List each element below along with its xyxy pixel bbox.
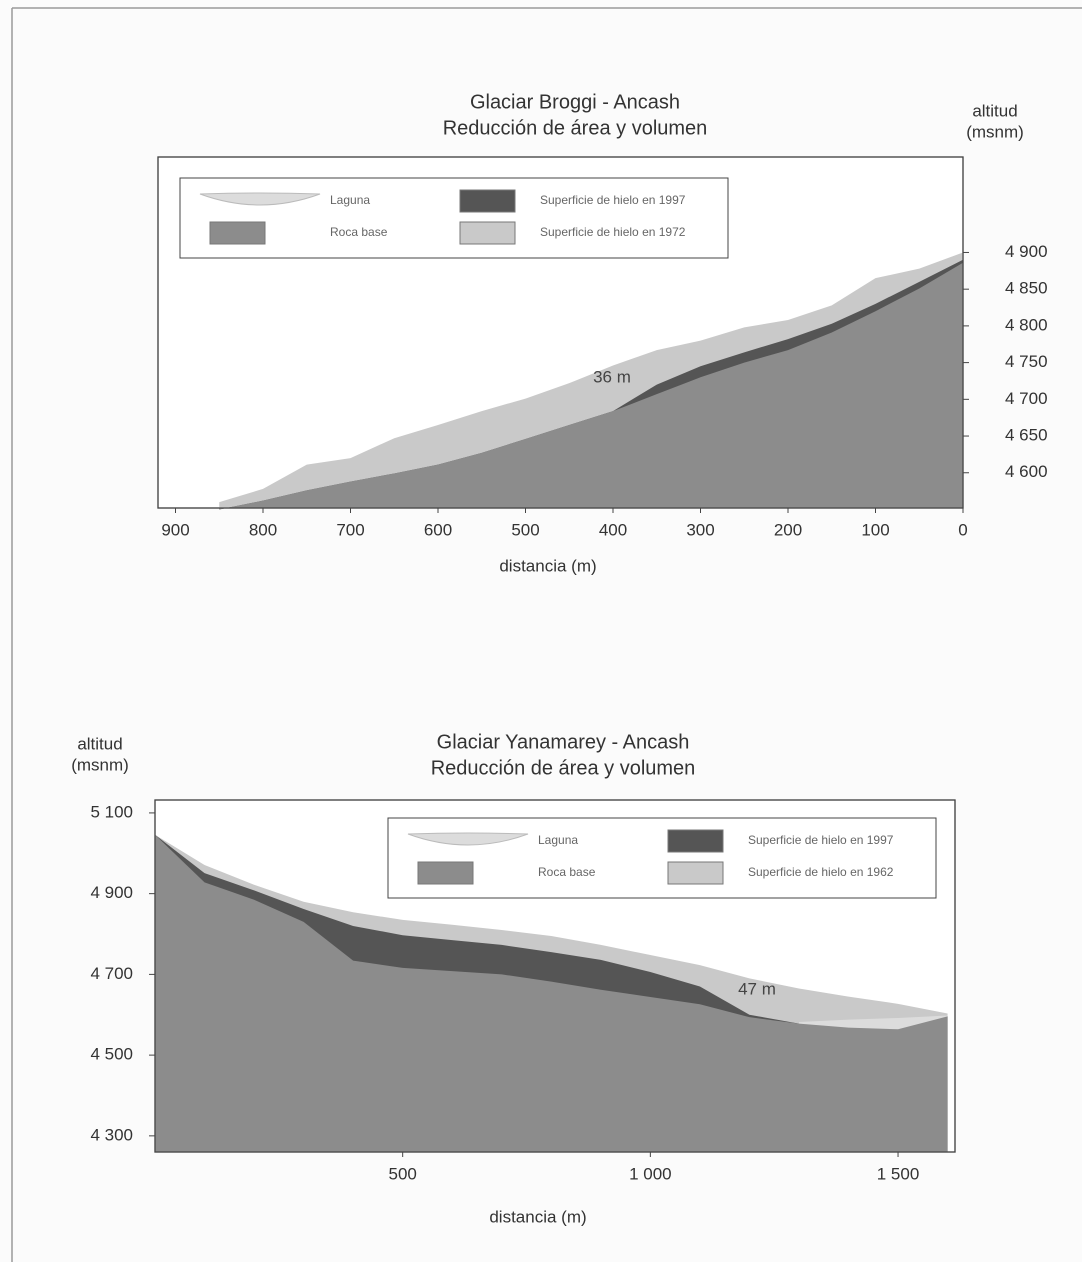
y-tick-label: 4 700 [1005, 389, 1048, 408]
legend-box [388, 818, 936, 898]
x-tick-label: 0 [958, 520, 967, 539]
legend-swatch [668, 862, 723, 884]
legend-label: Superficie de hielo en 1997 [748, 833, 894, 847]
legend-label: Superficie de hielo en 1997 [540, 193, 686, 207]
chart-title: Glaciar Broggi - Ancash [470, 91, 680, 113]
y-tick-label: 4 700 [90, 964, 133, 983]
page: Glaciar Broggi - Ancash Reducción de área… [0, 0, 1082, 1262]
chart-title: Glaciar Yanamarey - Ancash [437, 731, 690, 753]
legend-box [180, 178, 728, 258]
y-axis-label: altitud [972, 101, 1017, 120]
y-tick-label: 4 600 [1005, 462, 1048, 481]
y-tick-label: 4 900 [90, 883, 133, 902]
y-tick-label: 4 650 [1005, 426, 1048, 445]
legend-swatch [668, 830, 723, 852]
x-axis-label: distancia (m) [499, 556, 596, 575]
x-tick-label: 500 [511, 520, 539, 539]
legend-swatch [460, 222, 515, 244]
legend-label: Superficie de hielo en 1972 [540, 225, 686, 239]
y-axis-label: altitud [77, 734, 122, 753]
x-tick-label: 1 500 [877, 1164, 920, 1183]
x-tick-label: 500 [388, 1164, 416, 1183]
y-tick-label: 4 800 [1005, 315, 1048, 334]
x-tick-label: 400 [599, 520, 627, 539]
y-tick-label: 4 900 [1005, 242, 1048, 261]
legend-label: Roca base [538, 865, 596, 879]
legend-swatch [418, 862, 473, 884]
legend-label: Laguna [538, 833, 578, 847]
x-tick-label: 200 [774, 520, 802, 539]
y-axis-label: (msnm) [966, 122, 1024, 141]
chart-subtitle: Reducción de área y volumen [443, 117, 708, 139]
x-tick-label: 300 [686, 520, 714, 539]
x-tick-label: 800 [249, 520, 277, 539]
x-tick-label: 600 [424, 520, 452, 539]
x-tick-label: 100 [861, 520, 889, 539]
x-axis-label: distancia (m) [489, 1207, 586, 1226]
y-tick-label: 4 850 [1005, 279, 1048, 298]
legend-label: Superficie de hielo en 1962 [748, 865, 894, 879]
legend-swatch [210, 222, 265, 244]
x-tick-label: 700 [336, 520, 364, 539]
annotation: 47 m [738, 979, 776, 998]
legend-swatch [460, 190, 515, 212]
annotation: 36 m [593, 367, 631, 386]
x-tick-label: 1 000 [629, 1164, 672, 1183]
chart-subtitle: Reducción de área y volumen [431, 757, 696, 779]
y-tick-label: 4 750 [1005, 352, 1048, 371]
legend-label: Roca base [330, 225, 388, 239]
figure: Glaciar Broggi - Ancash Reducción de área… [0, 0, 1082, 1262]
x-tick-label: 900 [161, 520, 189, 539]
y-axis-label: (msnm) [71, 755, 129, 774]
y-tick-label: 4 300 [90, 1125, 133, 1144]
y-tick-label: 4 500 [90, 1045, 133, 1064]
legend-label: Laguna [330, 193, 370, 207]
y-tick-label: 5 100 [90, 802, 133, 821]
